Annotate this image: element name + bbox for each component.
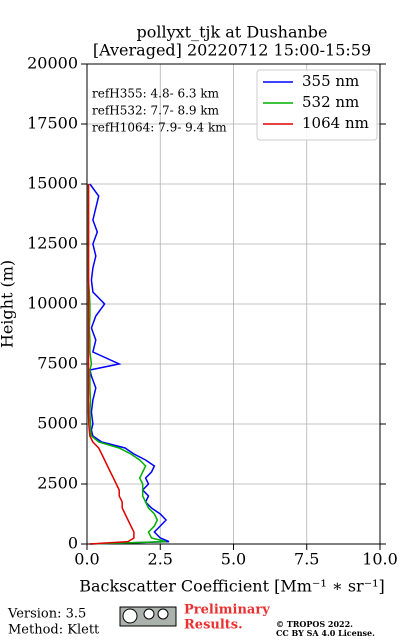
- license: © TROPOS 2022.: [276, 619, 353, 629]
- annotation: refH355: 4.8- 6.3 km: [92, 87, 220, 101]
- y-tick-label: 17500: [27, 114, 78, 133]
- version: Version: 3.5: [7, 607, 86, 622]
- plot-frame: [86, 63, 381, 545]
- annotation: refH532: 7.7- 8.9 km: [92, 104, 220, 118]
- chart-title: pollyxt_tjk at Dushanbe: [136, 23, 327, 42]
- x-axis-label: Backscatter Coefficient [Mm⁻¹ ∗ sr⁻¹]: [79, 577, 385, 596]
- y-tick-label: 0: [68, 534, 78, 553]
- y-axis-label: Height (m): [0, 260, 17, 348]
- legend-label: 355 nm: [302, 72, 359, 90]
- chart-subtitle: [Averaged] 20220712 15:00-15:59: [93, 41, 371, 60]
- y-tick-label: 10000: [27, 294, 78, 313]
- y-tick-label: 15000: [27, 174, 78, 193]
- y-tick-label: 5000: [37, 414, 78, 433]
- x-tick-label: 5.0: [221, 550, 246, 569]
- license: CC BY SA 4.0 License.: [276, 628, 375, 638]
- profile-line: [87, 184, 135, 545]
- x-tick-label: 2.5: [148, 550, 173, 569]
- cc-badge: [119, 606, 177, 627]
- legend-label: 532 nm: [302, 93, 359, 111]
- notice: Results.: [184, 618, 243, 633]
- legend-box: [256, 69, 378, 141]
- y-tick-label: 12500: [27, 234, 78, 253]
- x-tick-label: 10.0: [362, 550, 398, 569]
- notice: Preliminary: [184, 603, 270, 618]
- y-tick-label: 2500: [37, 474, 78, 493]
- y-tick-label: 20000: [27, 54, 78, 73]
- method: Method: Klett: [8, 623, 100, 638]
- legend-label: 1064 nm: [302, 114, 369, 132]
- profile-line: [88, 183, 170, 545]
- annotation: refH1064: 7.9- 9.4 km: [92, 121, 227, 135]
- x-tick-label: 0.0: [74, 550, 99, 569]
- y-tick-label: 7500: [37, 354, 78, 373]
- x-tick-label: 7.5: [294, 550, 319, 569]
